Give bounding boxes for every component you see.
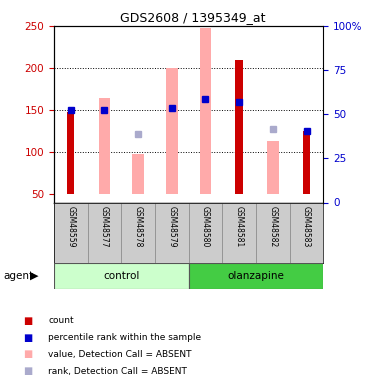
Bar [67, 112, 74, 194]
Bar [236, 60, 243, 194]
Text: GSM48582: GSM48582 [268, 206, 277, 247]
Bar [223, 202, 256, 262]
Bar [99, 98, 110, 194]
Text: GSM48578: GSM48578 [134, 206, 142, 247]
Bar [189, 202, 223, 262]
Text: value, Detection Call = ABSENT: value, Detection Call = ABSENT [48, 350, 192, 359]
Text: percentile rank within the sample: percentile rank within the sample [48, 333, 201, 342]
Bar [290, 202, 323, 262]
Text: rank, Detection Call = ABSENT: rank, Detection Call = ABSENT [48, 367, 187, 375]
Text: ■: ■ [23, 333, 32, 342]
Bar [166, 68, 178, 194]
Bar [121, 202, 155, 262]
Text: agent: agent [4, 271, 34, 280]
Bar [256, 202, 290, 262]
Text: ■: ■ [23, 366, 32, 375]
Text: ▶: ▶ [30, 271, 39, 280]
Text: GSM48579: GSM48579 [167, 206, 176, 247]
Bar [189, 262, 323, 289]
Text: control: control [103, 271, 139, 280]
Bar [88, 202, 121, 262]
Text: GSM48559: GSM48559 [66, 206, 75, 247]
Bar [54, 262, 189, 289]
Text: count: count [48, 316, 74, 325]
Text: GSM48577: GSM48577 [100, 206, 109, 247]
Text: GDS2608 / 1395349_at: GDS2608 / 1395349_at [120, 11, 265, 24]
Bar [267, 141, 279, 194]
Text: GSM48580: GSM48580 [201, 206, 210, 247]
Text: olanzapine: olanzapine [228, 271, 285, 280]
Bar [54, 202, 88, 262]
Bar [132, 154, 144, 194]
Text: GSM48581: GSM48581 [235, 206, 244, 247]
Bar [199, 28, 211, 194]
Text: GSM48583: GSM48583 [302, 206, 311, 247]
Text: ■: ■ [23, 350, 32, 359]
Bar [303, 131, 310, 194]
Bar [155, 202, 189, 262]
Text: ■: ■ [23, 316, 32, 326]
